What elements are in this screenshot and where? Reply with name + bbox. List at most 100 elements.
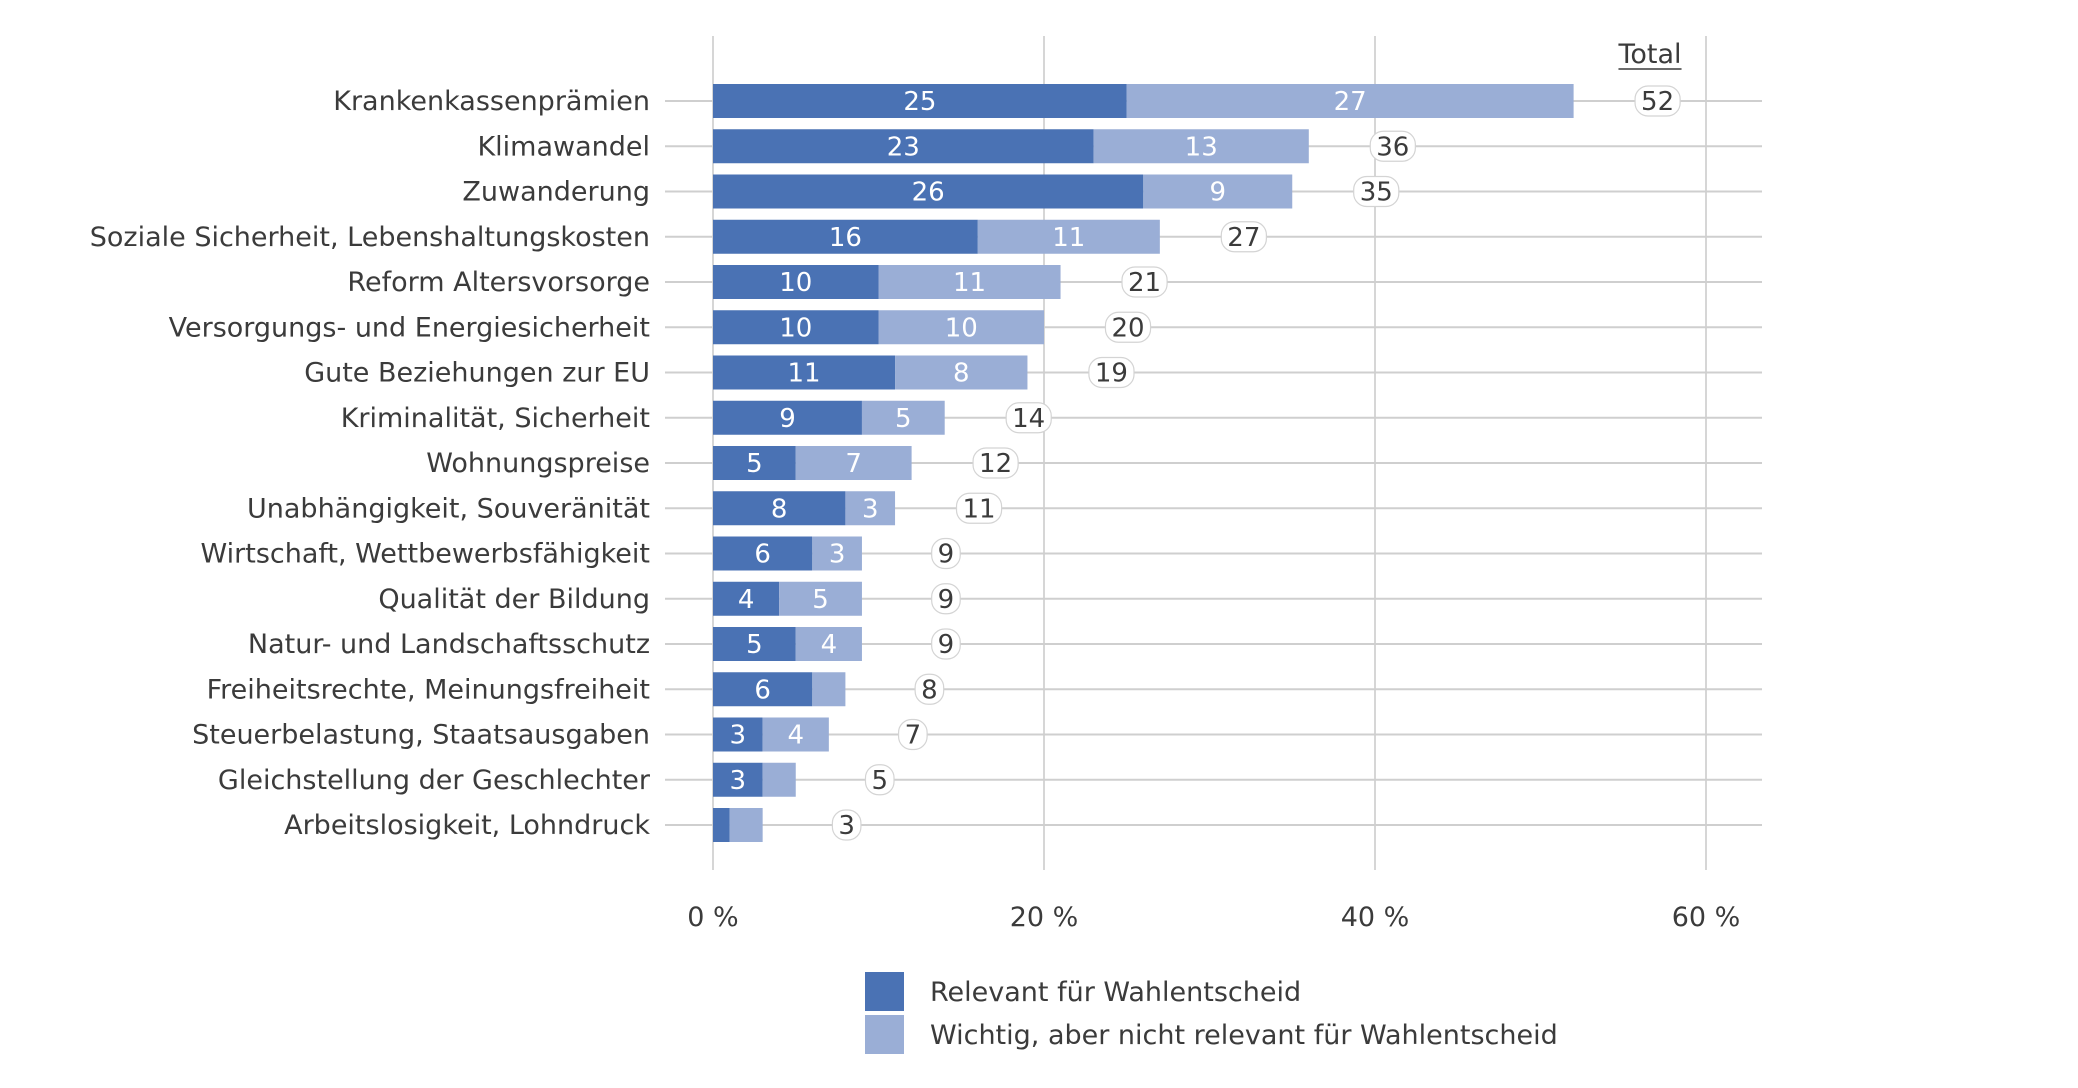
bar-relevant: [713, 400, 862, 435]
total-value-label: 20: [1111, 313, 1144, 343]
bar-value-label: 23: [887, 132, 920, 162]
bar-important: [1093, 129, 1309, 164]
bar-relevant: [713, 627, 796, 661]
total-value-label: 3: [838, 811, 855, 841]
bar-value-label: 4: [787, 721, 804, 751]
bar-value-label: 27: [1334, 87, 1367, 117]
total-value-label: 21: [1128, 268, 1161, 298]
total-label-background: [1369, 130, 1416, 162]
bar-important: [795, 627, 862, 661]
bar-relevant: [713, 446, 796, 480]
total-value-label: 9: [938, 540, 955, 570]
category-label: Qualität der Bildung: [378, 584, 650, 615]
bar-relevant: [713, 265, 879, 299]
bar-value-label: 9: [1210, 178, 1227, 208]
total-value-label: 27: [1227, 223, 1260, 253]
x-axis: 0 % 20 % 40 % 60 %: [687, 902, 1740, 933]
bar-value-label: 3: [730, 766, 747, 796]
total-label-background: [955, 492, 1003, 524]
bar-value-label: 8: [953, 359, 970, 389]
total-value-label: 7: [905, 721, 922, 751]
bar-value-label: 3: [730, 721, 747, 751]
category-label: Klimawandel: [477, 131, 650, 162]
category-label: Gute Beziehungen zur EU: [304, 358, 650, 389]
x-tick-label: 0 %: [687, 902, 738, 933]
bar-relevant: [713, 672, 813, 707]
bar-value-label: 10: [779, 268, 812, 298]
total-value-label: 9: [938, 585, 955, 615]
category-label: Unabhängigkeit, Souveränität: [247, 493, 650, 524]
bar-relevant: [713, 717, 763, 752]
bar-important: [762, 717, 829, 752]
total-value-label: 8: [921, 675, 938, 705]
bar-important: [762, 762, 796, 797]
category-label: Steuerbelastung, Staatsausgaben: [192, 720, 650, 751]
bar-relevant: [713, 174, 1144, 209]
bar-relevant: [713, 581, 780, 616]
bar-value-label: 9: [779, 404, 796, 434]
bar-important: [977, 219, 1160, 254]
bar-important: [861, 400, 945, 435]
category-label: Zuwanderung: [462, 177, 650, 208]
x-tick-label: 60 %: [1672, 902, 1741, 933]
total-label-background: [831, 809, 862, 841]
x-tick-label: 40 %: [1341, 902, 1410, 933]
bar-value-label: 6: [754, 540, 771, 570]
category-label: Versorgungs- und Energiesicherheit: [169, 312, 650, 343]
total-value-label: 52: [1641, 87, 1674, 117]
bar-relevant: [713, 355, 896, 390]
total-value-label: 36: [1376, 132, 1409, 162]
total-label-background: [914, 673, 945, 705]
bar-value-label: 3: [829, 540, 846, 570]
category-label: Reform Altersvorsorge: [347, 267, 650, 298]
legend-label: Wichtig, aber nicht relevant für Wahlent…: [930, 1020, 1558, 1051]
total-value-label: 12: [979, 449, 1012, 479]
category-label: Wirtschaft, Wettbewerbsfähigkeit: [201, 539, 650, 570]
bar-important: [878, 310, 1044, 345]
bar-value-label: 25: [903, 87, 936, 117]
total-value-label: 9: [938, 630, 955, 660]
label-layer: Total Krankenkassenprämien 25 27 52 Klimawand…: [90, 39, 1682, 841]
total-label-background: [1088, 356, 1135, 389]
total-label-background: [864, 764, 895, 796]
category-label: Soziale Sicherheit, Lebenshaltungskosten: [90, 222, 650, 253]
total-label-background: [1634, 85, 1681, 117]
bar-value-label: 11: [1052, 223, 1085, 253]
bar-important: [812, 672, 846, 707]
total-label-background: [1005, 402, 1052, 434]
total-value-label: 5: [871, 766, 888, 796]
bar-value-label: 5: [895, 404, 912, 434]
bar-relevant: [713, 84, 1127, 118]
bar-value-label: 4: [738, 585, 755, 615]
bar-value-label: 8: [771, 494, 788, 524]
total-header: Total: [1617, 39, 1681, 70]
bar-value-label: 3: [862, 494, 879, 524]
category-label: Kriminalität, Sicherheit: [341, 403, 650, 434]
legend-swatch-important: [865, 1015, 904, 1054]
category-label: Arbeitslosigkeit, Lohndruck: [284, 810, 650, 841]
x-tick-label: 20 %: [1010, 902, 1079, 933]
bar-important: [878, 265, 1061, 299]
bar-important: [1143, 174, 1293, 209]
bar-relevant: [713, 491, 846, 526]
bar-relevant: [713, 310, 879, 345]
bar-relevant: [713, 808, 730, 842]
bar-relevant: [713, 129, 1094, 164]
bar-layer: [713, 84, 1574, 842]
bar-value-label: 7: [845, 449, 862, 479]
legend-label: Relevant für Wahlentscheid: [930, 977, 1301, 1008]
bar-value-label: 11: [953, 268, 986, 298]
total-value-label: 11: [963, 494, 996, 524]
bar-important: [729, 808, 763, 842]
bar-value-label: 13: [1185, 132, 1218, 162]
bar-value-label: 10: [945, 313, 978, 343]
category-label: Natur- und Landschaftsschutz: [248, 629, 650, 660]
total-label-background: [931, 583, 961, 615]
bar-value-label: 26: [912, 178, 945, 208]
bar-important: [1126, 84, 1574, 118]
category-label: Krankenkassenprämien: [333, 86, 650, 117]
bar-value-label: 10: [779, 313, 812, 343]
total-value-label: 35: [1360, 178, 1393, 208]
